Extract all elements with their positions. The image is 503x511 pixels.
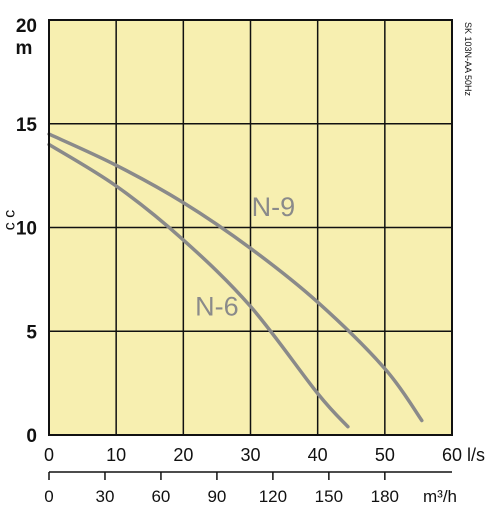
y-tick-label: 0	[26, 426, 37, 447]
secondary-axis-tick-label: 90	[207, 487, 226, 506]
y-tick-label: 5	[26, 322, 37, 343]
secondary-axis-tick-label: 120	[259, 487, 287, 506]
secondary-axis-unit: m³/h	[423, 487, 457, 506]
y-tick-label: 20	[16, 16, 37, 37]
secondary-axis-tick-label: 60	[151, 487, 170, 506]
curve-labels: N-9 N-6	[195, 192, 295, 322]
secondary-axis-tick-label: 30	[96, 487, 115, 506]
secondary-axis-tick-label: 180	[371, 487, 399, 506]
x-tick-label: 60	[442, 445, 462, 465]
secondary-axis-ticks: 0 30 60 90 120 150 180	[44, 472, 399, 506]
x-tick-label: 40	[308, 445, 328, 465]
y-tick-label: 15	[16, 115, 38, 136]
y-axis-unit: m	[16, 38, 33, 59]
y-tick-label: 10	[16, 219, 37, 240]
y-tick-labels: 0 5 10 15 20	[16, 16, 38, 447]
curve-label-n-6: N-6	[195, 291, 239, 321]
grid-lines	[49, 20, 452, 435]
model-code-label: SK 103N-AA 50Hz	[463, 22, 473, 97]
secondary-axis-tick-label: 150	[315, 487, 343, 506]
plot-frame	[48, 19, 453, 436]
x-axis-unit: l/s	[467, 445, 485, 465]
x-tick-label: 0	[44, 445, 54, 465]
y-axis-title: ɔ ɔ	[2, 210, 19, 230]
x-tick-label: 50	[375, 445, 395, 465]
x-tick-labels: 0 10 20 30 40 50 60	[44, 445, 462, 465]
curves	[47, 132, 424, 429]
curve-n-6	[47, 142, 350, 429]
x-tick-label: 10	[106, 445, 126, 465]
curve-n-9	[47, 132, 424, 423]
secondary-axis-tick-label: 0	[44, 487, 53, 506]
x-tick-label: 20	[173, 445, 193, 465]
x-tick-label: 30	[240, 445, 260, 465]
curve-label-n-9: N-9	[252, 192, 296, 222]
